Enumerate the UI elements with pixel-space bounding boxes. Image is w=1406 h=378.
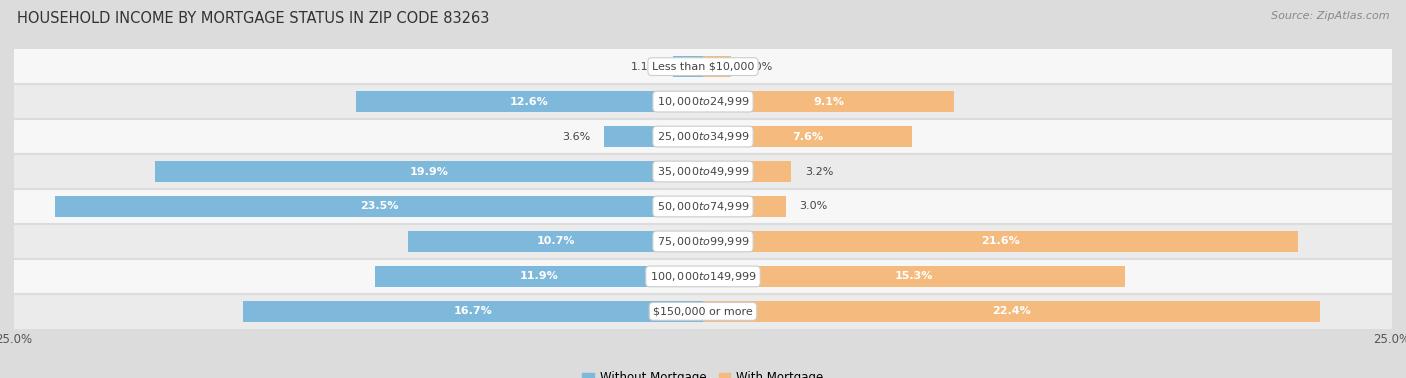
Text: Source: ZipAtlas.com: Source: ZipAtlas.com [1271,11,1389,21]
FancyBboxPatch shape [14,189,1392,224]
Text: 7.6%: 7.6% [792,132,824,141]
Text: 22.4%: 22.4% [993,307,1031,316]
Text: 11.9%: 11.9% [520,271,558,281]
Bar [375,266,703,287]
Text: 10.7%: 10.7% [536,237,575,246]
FancyBboxPatch shape [14,154,1392,189]
Text: HOUSEHOLD INCOME BY MORTGAGE STATUS IN ZIP CODE 83263: HOUSEHOLD INCOME BY MORTGAGE STATUS IN Z… [17,11,489,26]
Text: 1.0%: 1.0% [744,62,772,71]
Text: 19.9%: 19.9% [409,167,449,177]
Bar [243,301,703,322]
Text: 1.1%: 1.1% [631,62,659,71]
Text: 3.2%: 3.2% [806,167,834,177]
Legend: Without Mortgage, With Mortgage: Without Mortgage, With Mortgage [582,372,824,378]
Text: Less than $10,000: Less than $10,000 [652,62,754,71]
Text: 3.0%: 3.0% [800,201,828,211]
Bar [603,126,703,147]
Text: 9.1%: 9.1% [813,97,844,107]
Bar [703,126,912,147]
FancyBboxPatch shape [14,84,1392,119]
Bar [356,91,703,112]
Bar [155,161,703,182]
Bar [703,301,1320,322]
Text: 16.7%: 16.7% [454,307,492,316]
Bar [703,56,731,77]
Text: 21.6%: 21.6% [981,237,1019,246]
FancyBboxPatch shape [14,119,1392,154]
Bar [55,196,703,217]
FancyBboxPatch shape [14,224,1392,259]
Text: $10,000 to $24,999: $10,000 to $24,999 [657,95,749,108]
Text: $35,000 to $49,999: $35,000 to $49,999 [657,165,749,178]
Text: $100,000 to $149,999: $100,000 to $149,999 [650,270,756,283]
Text: $75,000 to $99,999: $75,000 to $99,999 [657,235,749,248]
Bar [703,196,786,217]
FancyBboxPatch shape [14,259,1392,294]
Bar [703,266,1125,287]
Text: 3.6%: 3.6% [562,132,591,141]
FancyBboxPatch shape [14,49,1392,84]
Text: 23.5%: 23.5% [360,201,398,211]
Text: $50,000 to $74,999: $50,000 to $74,999 [657,200,749,213]
Bar [703,231,1298,252]
Text: 15.3%: 15.3% [894,271,934,281]
Text: 12.6%: 12.6% [510,97,548,107]
Bar [703,91,953,112]
Bar [672,56,703,77]
Bar [703,161,792,182]
Bar [408,231,703,252]
FancyBboxPatch shape [14,294,1392,329]
Text: $25,000 to $34,999: $25,000 to $34,999 [657,130,749,143]
Text: $150,000 or more: $150,000 or more [654,307,752,316]
